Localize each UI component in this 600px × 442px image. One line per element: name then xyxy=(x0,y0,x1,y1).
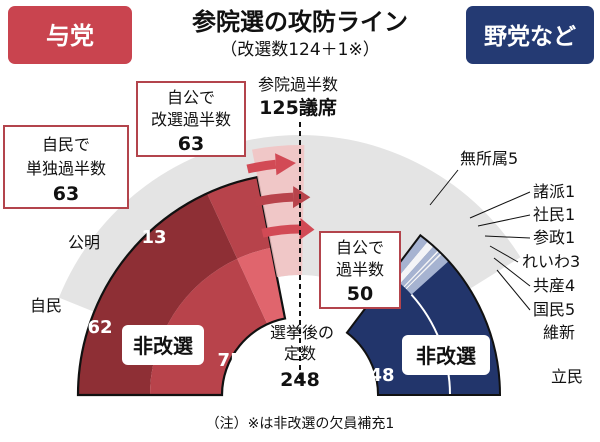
chart-title: 参院選の攻防ライン xyxy=(192,8,408,36)
rikken-value: 16 xyxy=(501,366,525,386)
opposition-leader-line xyxy=(469,191,531,219)
target-2-value: 63 xyxy=(178,133,204,155)
opposition-small-party-wedge xyxy=(406,254,449,295)
ishin-label: 維新 xyxy=(543,323,575,342)
opposition-non-election-box: 非改選 xyxy=(402,335,490,375)
arrow-band xyxy=(252,145,305,278)
target-1-line-2: 単独過半数 xyxy=(26,159,106,178)
ruling-non-election-label: 非改選 xyxy=(133,334,193,358)
total-label-line-2: 定数 xyxy=(284,344,316,363)
ruling-outline xyxy=(76,175,287,397)
target-1-value: 63 xyxy=(53,183,79,205)
komei-value: 13 xyxy=(141,227,166,248)
opposition-leader-line xyxy=(477,214,531,227)
target-2-line-1: 自公で xyxy=(167,88,215,107)
jimin-label: 自民 xyxy=(30,296,62,315)
total-value: 248 xyxy=(280,369,320,391)
chart-subtitle: （改選数124＋1※） xyxy=(220,40,380,60)
total-label-line-1: 選挙後の xyxy=(270,323,334,342)
kyosan-label: 共産4 xyxy=(533,276,575,295)
target-arrows xyxy=(246,153,315,240)
majority-value: 125議席 xyxy=(259,96,337,119)
target-box-coalition-majority: 自公で 過半数 50 xyxy=(319,231,401,309)
target-arrow-head xyxy=(292,186,311,209)
jimin-value: 62 xyxy=(87,317,112,338)
opposition-leader-line xyxy=(429,169,459,206)
footnote: （注）※は非改選の欠員補充1 xyxy=(206,416,395,432)
reiwa-label: れいわ3 xyxy=(522,252,580,271)
opposition-small-party-wedge xyxy=(395,241,434,284)
kokumin-label: 国民5 xyxy=(533,300,575,319)
target-2-line-2: 改選過半数 xyxy=(151,110,231,129)
ruling-non-election-box: 非改選 xyxy=(122,325,204,365)
opposition-leader-line xyxy=(484,235,531,239)
opposition-non-election-label: 非改選 xyxy=(416,344,476,368)
target-arrow-shaft xyxy=(254,192,294,207)
opposition-small-party-wedge xyxy=(403,250,440,288)
opposition-leader-line xyxy=(489,245,519,263)
target-arrow-head xyxy=(275,153,296,176)
ruling-badge: 与党 xyxy=(8,6,132,64)
target-arrow-shaft xyxy=(246,159,277,174)
mushozoku-label: 無所属5 xyxy=(460,149,518,168)
opposition-leader-line xyxy=(493,257,531,287)
target-box-jimin-alone: 自民で 単独過半数 63 xyxy=(3,125,129,209)
majority-label: 参院過半数 xyxy=(258,75,338,94)
opposition-leader-line xyxy=(496,269,531,311)
ishin-value: 12 xyxy=(499,325,523,345)
shoha-label: 諸派1 xyxy=(533,182,575,201)
target-3-value: 50 xyxy=(347,283,373,305)
shamin-label: 社民1 xyxy=(533,205,575,224)
sansei-label: 参政1 xyxy=(533,228,575,247)
opposition-small-party-wedge xyxy=(405,252,443,290)
target-3-line-1: 自公で xyxy=(336,238,384,257)
opposition-badge-label: 野党など xyxy=(484,24,576,50)
jimin-outer-wedge xyxy=(78,193,238,395)
target-1-line-1: 自民で xyxy=(42,135,90,154)
komei-label: 公明 xyxy=(68,233,100,252)
opposition-small-party-wedge xyxy=(400,246,438,287)
rikken-label: 立民 xyxy=(551,367,583,386)
opposition-small-party-wedge xyxy=(404,251,441,289)
opposition-leader-lines xyxy=(429,169,531,311)
target-arrow-shaft xyxy=(261,224,301,238)
target-box-coalition-contested: 自公で 改選過半数 63 xyxy=(136,81,246,157)
target-3-line-2: 過半数 xyxy=(336,260,384,279)
opposition-badge: 野党など xyxy=(466,6,594,64)
ruling-non-election-total: 75 xyxy=(217,350,242,371)
opposition-non-election-total: 48 xyxy=(369,365,394,386)
opposition-outline xyxy=(345,233,502,396)
target-arrow-head xyxy=(299,218,315,240)
komei-inner-wedge xyxy=(237,247,286,325)
ruling-badge-label: 与党 xyxy=(46,22,94,50)
